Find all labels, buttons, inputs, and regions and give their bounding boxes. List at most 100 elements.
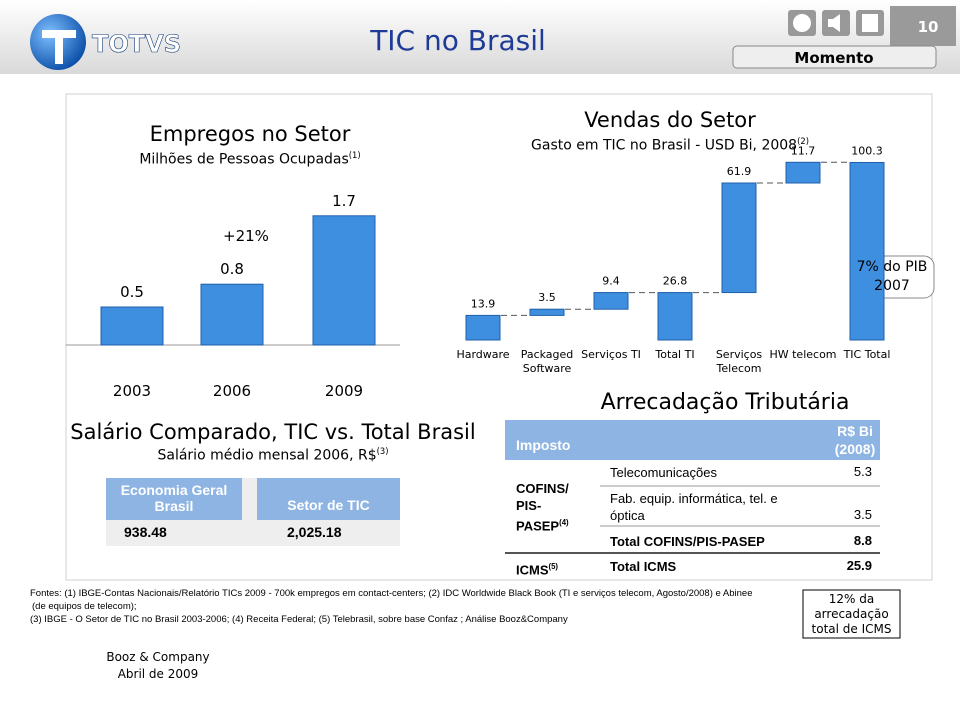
category-label: Hardware	[445, 348, 521, 362]
salary-header-cell	[106, 478, 242, 520]
tax-row-value-text: 3.5	[853, 507, 872, 522]
section-subtitle: Salário médio mensal 2006, R$(3)	[100, 446, 446, 464]
footer-text: Abril de 2009	[90, 667, 226, 681]
chart-title: Empregos no Setor	[90, 122, 410, 146]
value-label: 26.8	[663, 275, 688, 288]
category-label-text: Serviços TI	[581, 348, 641, 361]
section-title: Salário Comparado, TIC vs. Total Brasil	[70, 420, 476, 444]
category-label-text: Total TI	[655, 348, 695, 361]
sound-icon-glyph	[828, 14, 840, 32]
tax-row-value-text: 5.3	[853, 464, 872, 479]
annotation-text: 7% do PIB 2007	[856, 259, 928, 294]
category-label-text: HW telecom	[769, 348, 837, 361]
tax-row-value: 8.8	[832, 533, 872, 548]
value-label: 9.4	[602, 275, 620, 288]
footer-text-text: Abril de 2009	[117, 667, 199, 681]
category-label: Packaged Software	[509, 348, 585, 376]
category-label: 2006	[213, 382, 251, 400]
value-label: 1.7	[332, 192, 356, 210]
note-ref: (2)	[797, 136, 809, 146]
tax-row-label-text: Total ICMS	[610, 559, 677, 574]
tax-row-label: Fab. equip. informática, tel. e óptica	[610, 490, 800, 524]
film-icon-glyph	[862, 14, 878, 32]
tax-row-label-text: Telecomunicações	[610, 465, 717, 480]
value-label: 0.8	[220, 260, 244, 278]
footnote: (3) IBGE - O Setor de TIC no Brasil 2003…	[30, 614, 568, 625]
logo-text: TOTVS	[92, 30, 181, 58]
table-header-text: Economia Geral Brasil	[120, 482, 228, 514]
tax-group-text: COFINS/ PIS-PASEP	[516, 481, 569, 534]
category-label: TIC Total	[829, 348, 905, 362]
callout-box	[802, 589, 901, 639]
callout-text: 12% da arrecadação total de ICMS	[805, 592, 898, 637]
category-label-text: Packaged Software	[520, 348, 574, 375]
tax-row-value: 3.5	[832, 507, 872, 522]
category-label: Serviços Telecom	[701, 348, 777, 376]
chart-title-text: Vendas do Setor	[584, 108, 756, 132]
callout-text-text: 12% da arrecadação total de ICMS	[811, 592, 892, 636]
table-header-text: Setor de TIC	[287, 497, 370, 513]
tax-row-label-text: Fab. equip. informática, tel. e óptica	[610, 491, 778, 523]
page-number: 10	[918, 18, 939, 36]
bar	[100, 306, 164, 346]
category-label: 2003	[113, 382, 151, 400]
category-label-text: Hardware	[456, 348, 510, 361]
slide-title: TIC no Brasil	[369, 24, 546, 57]
tax-row-value: 25.9	[832, 558, 872, 573]
tax-row-value-text: 8.8	[853, 533, 872, 548]
note-ref: (1)	[348, 150, 361, 160]
tax-group-text: ICMS	[516, 562, 549, 578]
category-label-text: Serviços Telecom	[715, 348, 763, 375]
tax-row-label-text: Total COFINS/PIS-PASEP	[610, 534, 765, 549]
bar	[465, 314, 501, 341]
tax-header-band	[505, 420, 880, 460]
note-ref: (3)	[376, 446, 389, 456]
chart-title: Vendas do Setor	[540, 108, 800, 132]
page-number-box	[890, 6, 956, 46]
tax-group: COFINS/ PIS-PASEP(4)	[516, 480, 586, 534]
info-icon-glyph	[793, 14, 811, 32]
chart-subtitle-text: Gasto em TIC no Brasil - USD Bi, 2008	[531, 137, 798, 154]
footer-text: Booz & Company	[90, 650, 226, 664]
section-title: Arrecadação Tributária	[560, 390, 890, 415]
value-label: 11.7	[791, 144, 816, 157]
section-title-text: Arrecadação Tributária	[600, 390, 850, 415]
table-header: Imposto	[516, 437, 570, 453]
tab-label[interactable]: Momento	[794, 49, 873, 67]
tax-group: ICMS(5)	[516, 558, 586, 578]
section-title-text: Salário Comparado, TIC vs. Total Brasil	[70, 420, 476, 444]
chart-subtitle-text: Milhões de Pessoas Ocupadas	[139, 151, 349, 168]
note-ref: (4)	[559, 518, 569, 527]
category-label: Total TI	[637, 348, 713, 362]
tax-row-label: Total COFINS/PIS-PASEP	[610, 533, 800, 550]
table-header: Economia Geral Brasil	[106, 482, 242, 514]
annotation: +21%	[223, 227, 269, 245]
tax-row-value: 5.3	[832, 464, 872, 479]
bar	[200, 283, 264, 346]
tax-row-label: Telecomunicações	[610, 464, 800, 481]
logo-t	[42, 30, 76, 64]
bar	[657, 292, 693, 341]
chart-subtitle: Gasto em TIC no Brasil - USD Bi, 2008(2)	[500, 136, 840, 154]
chart-subtitle: Milhões de Pessoas Ocupadas(1)	[90, 150, 410, 168]
bar	[593, 292, 629, 310]
annotation: 7% do PIB 2007	[852, 258, 932, 296]
value-label: 61.9	[727, 165, 752, 178]
category-label-text: TIC Total	[843, 348, 891, 361]
note-ref: (5)	[548, 562, 559, 571]
value-label: 100.3	[851, 144, 883, 157]
bar	[785, 161, 821, 184]
footnote: (de equipos de telecom);	[32, 601, 137, 612]
category-label: 2009	[325, 382, 363, 400]
chart-title-text: Empregos no Setor	[149, 122, 351, 146]
footnote-text: (de equipos de telecom);	[32, 601, 137, 612]
category-label: Serviços TI	[573, 348, 649, 362]
footnote-text: (3) IBGE - O Setor de TIC no Brasil 2003…	[30, 614, 568, 625]
bar	[312, 215, 376, 346]
table-header-text: Imposto	[516, 437, 571, 453]
bar	[721, 182, 757, 294]
tab-box[interactable]	[732, 45, 937, 69]
category-label: HW telecom	[765, 348, 841, 362]
